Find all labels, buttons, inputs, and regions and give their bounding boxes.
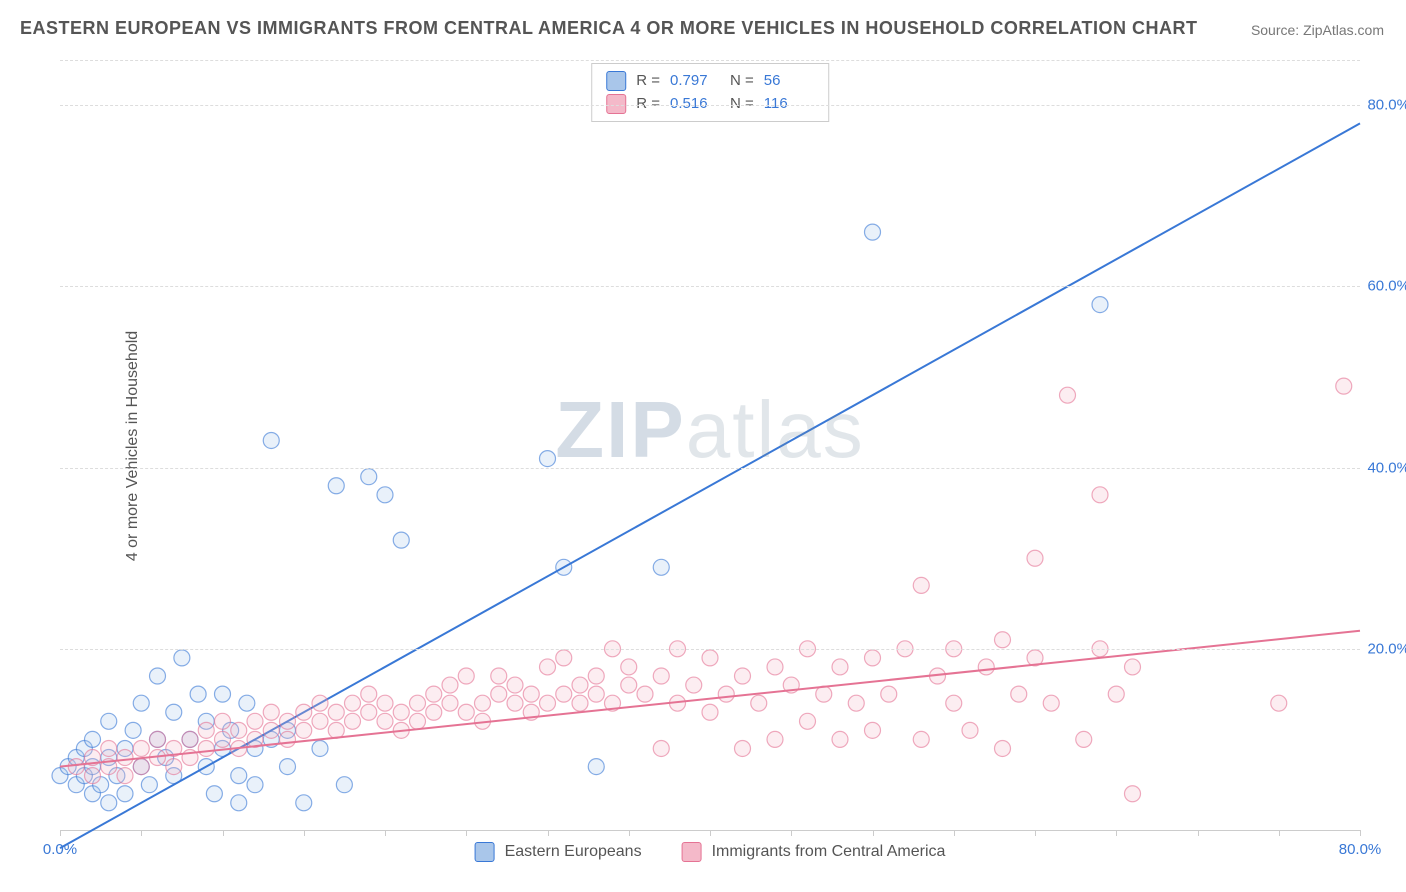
legend-label: Immigrants from Central America xyxy=(712,843,946,861)
x-tick-label: 80.0% xyxy=(1339,841,1382,858)
source-label: Source: ZipAtlas.com xyxy=(1251,22,1384,38)
legend-row-2: R =0.516 N =116 xyxy=(606,93,814,116)
plot-area: ZIPatlas R =0.797 N =56 R =0.516 N =116 … xyxy=(60,60,1360,831)
swatch-blue-icon xyxy=(606,71,626,91)
legend-item-1: Eastern Europeans xyxy=(475,842,642,862)
chart-title: EASTERN EUROPEAN VS IMMIGRANTS FROM CENT… xyxy=(20,18,1198,39)
swatch-pink-icon xyxy=(606,94,626,114)
series-legend: Eastern Europeans Immigrants from Centra… xyxy=(475,842,946,862)
y-tick-label: 20.0% xyxy=(1367,640,1406,657)
scatter-svg xyxy=(60,60,1360,830)
y-tick-label: 40.0% xyxy=(1367,459,1406,476)
legend-item-2: Immigrants from Central America xyxy=(682,842,946,862)
legend-label: Eastern Europeans xyxy=(505,843,642,861)
swatch-blue-icon xyxy=(475,842,495,862)
legend-row-1: R =0.797 N =56 xyxy=(606,70,814,93)
correlation-legend: R =0.797 N =56 R =0.516 N =116 xyxy=(591,63,829,122)
y-tick-label: 60.0% xyxy=(1367,278,1406,295)
y-tick-label: 80.0% xyxy=(1367,97,1406,114)
swatch-pink-icon xyxy=(682,842,702,862)
x-tick-label: 0.0% xyxy=(43,841,77,858)
